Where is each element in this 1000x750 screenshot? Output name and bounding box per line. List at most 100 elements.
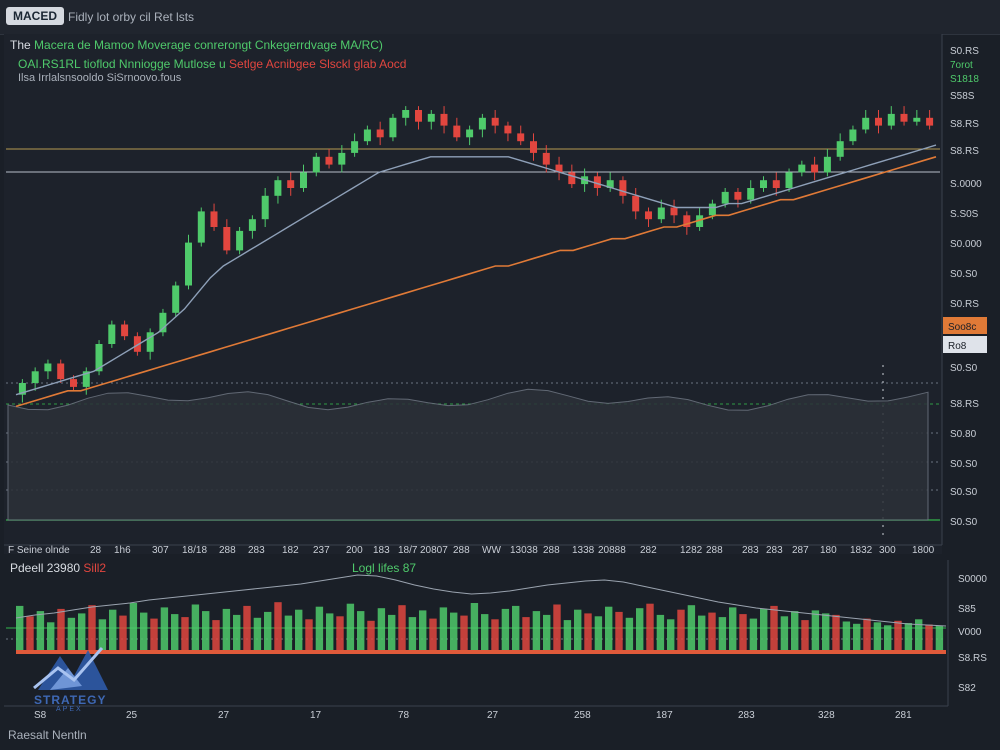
price-axis-label: S0.RS — [950, 299, 979, 310]
volume-bar — [625, 617, 634, 652]
candle-body — [210, 211, 218, 227]
candle-body — [31, 371, 39, 383]
volume-bar — [36, 611, 45, 652]
candle-body — [619, 180, 627, 196]
volume-bar — [543, 614, 551, 652]
candle-body — [491, 117, 499, 126]
volume-bar — [326, 613, 334, 652]
candle-body — [862, 117, 870, 130]
candle-body — [785, 172, 793, 188]
candle-body — [772, 180, 780, 188]
price-tag-bg — [943, 336, 987, 353]
candle-body — [606, 180, 614, 188]
volume-axis-label: S0000 — [958, 574, 987, 585]
volume-time-label: 17 — [310, 710, 322, 721]
volume-header-right: Logl lifes 87 — [352, 561, 417, 575]
time-axis-label: 20888 — [598, 545, 626, 556]
candle-body — [593, 176, 601, 188]
price-axis-label: S8.RS — [950, 399, 979, 410]
candle-body — [70, 379, 77, 387]
candle-body — [427, 113, 435, 122]
candle-body — [146, 332, 154, 352]
volume-bar — [853, 623, 861, 652]
volume-bar — [357, 611, 365, 652]
candle-body — [440, 113, 448, 126]
volume-bar — [295, 609, 303, 652]
volume-bar — [863, 618, 871, 652]
candle-body — [798, 164, 806, 173]
candle-body — [121, 324, 129, 337]
price-grid — [4, 34, 943, 546]
oscillator-band — [7, 388, 929, 521]
volume-bar — [150, 618, 158, 652]
symbol-badge[interactable]: MACED — [6, 7, 64, 25]
volume-bar — [822, 613, 830, 652]
candle-body — [312, 156, 320, 173]
candle-body — [261, 195, 269, 220]
volume-bar — [563, 620, 572, 652]
volume-bar — [832, 614, 840, 652]
time-axis-label: 283 — [742, 545, 759, 556]
volume-time-label: 25 — [126, 710, 138, 721]
indicator-subtitle: Ilsa Irrlalsnsooldo SiSrnoovo.fous — [18, 72, 182, 84]
candle-body — [248, 219, 256, 231]
volume-bar — [88, 605, 96, 652]
price-tag-bg — [943, 317, 987, 334]
indicator-lines — [15, 144, 947, 627]
volume-bar — [253, 617, 262, 652]
volume-bar — [915, 619, 923, 652]
volume-bar — [801, 620, 809, 652]
volume-bar — [739, 614, 747, 652]
time-axis-label: 1282 — [680, 545, 703, 556]
price-axis-label: 7orot — [950, 60, 973, 71]
candle-body — [133, 336, 141, 352]
candle-body — [376, 129, 384, 138]
volume-bar — [873, 622, 882, 652]
volume-bar — [398, 605, 406, 652]
price-axis-label: S0.S0 — [950, 363, 978, 374]
volume-bar — [78, 613, 86, 652]
volume-bar — [532, 611, 541, 652]
info-white-text: Cnkegerrdvage — [254, 38, 337, 52]
volume-bar — [594, 616, 603, 652]
candle-body — [453, 125, 461, 138]
volume-bar — [336, 616, 344, 652]
volume-bar — [522, 617, 530, 652]
time-axis-label: 288 — [453, 545, 470, 556]
volume-bar — [698, 615, 706, 652]
candle-body — [18, 383, 26, 395]
volume-bar — [57, 608, 65, 652]
slow-moving-average-line — [15, 156, 937, 408]
price-axis-label: S0.S0 — [950, 517, 978, 528]
time-axis-label: WW — [482, 545, 501, 556]
indicator-legend: OAI.RS1RL tioflod Nnniogge Mutlose u Set… — [18, 57, 406, 71]
footer-text: Raesalt Nentln — [8, 728, 87, 742]
price-axis-label: S58S — [950, 91, 975, 102]
volume-bar — [160, 607, 169, 652]
price-axis-label: S0.RS — [950, 46, 979, 57]
volume-time-label: 258 — [574, 710, 591, 721]
price-axis-label: S1818 — [950, 74, 979, 85]
candle-body — [849, 129, 857, 142]
candle-body — [696, 215, 704, 227]
volume-bar — [667, 619, 675, 652]
volume-bar — [439, 607, 448, 652]
volume-bar — [780, 616, 789, 652]
price-axis-label: S8.RS — [950, 146, 979, 157]
volume-bar — [429, 618, 437, 652]
candle-body — [875, 117, 882, 126]
volume-bar — [202, 611, 210, 652]
volume-bar — [460, 615, 468, 652]
time-axis-label: 288 — [219, 545, 236, 556]
volume-bar — [646, 603, 654, 652]
axis-labels: S0.RS 7orot S1818 S58S S8.RS S8.RS S.0000 S.S0S… — [8, 46, 987, 721]
volume-bar — [791, 611, 799, 652]
volume-bar — [677, 609, 685, 652]
price-axis-label: S0.80 — [950, 429, 977, 440]
volume-bar — [470, 603, 479, 652]
candle-body — [402, 110, 410, 118]
candle-body — [95, 344, 103, 372]
volume-bar — [770, 605, 778, 652]
candle-body — [223, 227, 231, 251]
